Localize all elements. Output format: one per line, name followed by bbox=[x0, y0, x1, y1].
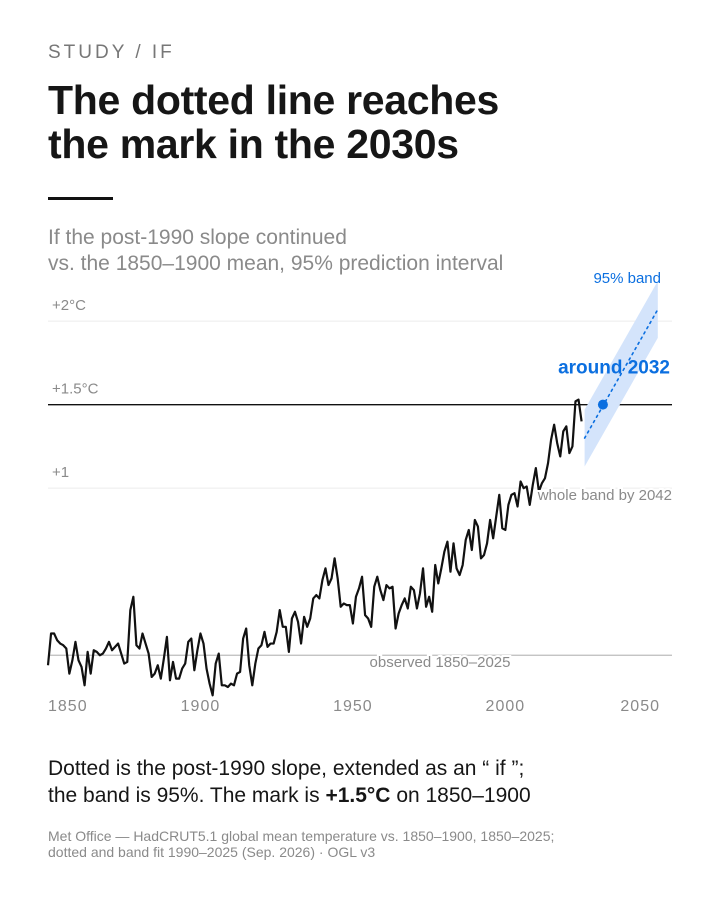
caption-text: Dotted is the post-1990 slope, extended … bbox=[48, 757, 525, 780]
y-tick-label: +1.5°C bbox=[52, 381, 99, 398]
x-tick-label: 2050 bbox=[620, 698, 660, 715]
title: The dotted line reaches the mark in the … bbox=[48, 78, 499, 166]
subtitle: If the post-1990 slope continued vs. the… bbox=[48, 225, 503, 277]
caption: Dotted is the post-1990 slope, extended … bbox=[48, 755, 531, 809]
title-line: the mark in the 2030s bbox=[48, 121, 459, 167]
source-line: dotted and band fit 1990–2025 (Sep. 2026… bbox=[48, 844, 376, 860]
source-line: Met Office — HadCRUT5.1 global mean temp… bbox=[48, 828, 555, 844]
source: Met Office — HadCRUT5.1 global mean temp… bbox=[48, 828, 554, 860]
crossing-label: around 2032 bbox=[558, 358, 670, 379]
band-full-label: whole band by 2042 bbox=[537, 487, 672, 504]
caption-emphasis: +1.5°C bbox=[325, 784, 391, 807]
y-tick-label: +1 bbox=[52, 464, 69, 481]
x-tick-label: 1950 bbox=[333, 698, 373, 715]
observed-line bbox=[46, 398, 583, 697]
x-tick-label: 2000 bbox=[486, 698, 526, 715]
caption-text: on 1850–1900 bbox=[396, 784, 531, 807]
projection-line bbox=[583, 308, 659, 439]
caption-text: the band is 95%. The mark is bbox=[48, 784, 320, 807]
title-line: The dotted line reaches bbox=[48, 77, 500, 123]
x-tick-label: 1900 bbox=[181, 698, 221, 715]
eyebrow: STUDY / IF bbox=[48, 42, 175, 63]
band-label: 95% band bbox=[593, 270, 661, 287]
caption-line: Dotted is the post-1990 slope, extended … bbox=[48, 755, 531, 782]
subtitle-line: If the post-1990 slope continued bbox=[48, 226, 347, 249]
caption-line: the band is 95%. The mark is +1.5°C on 1… bbox=[48, 782, 531, 809]
observed-label: observed 1850–2025 bbox=[370, 654, 511, 671]
crossing-dot bbox=[597, 399, 608, 410]
y-tick-label: +2°C bbox=[52, 297, 86, 314]
rule bbox=[48, 197, 113, 200]
x-tick-label: 1850 bbox=[48, 698, 88, 715]
subtitle-line: vs. the 1850–1900 mean, 95% prediction i… bbox=[48, 252, 504, 275]
